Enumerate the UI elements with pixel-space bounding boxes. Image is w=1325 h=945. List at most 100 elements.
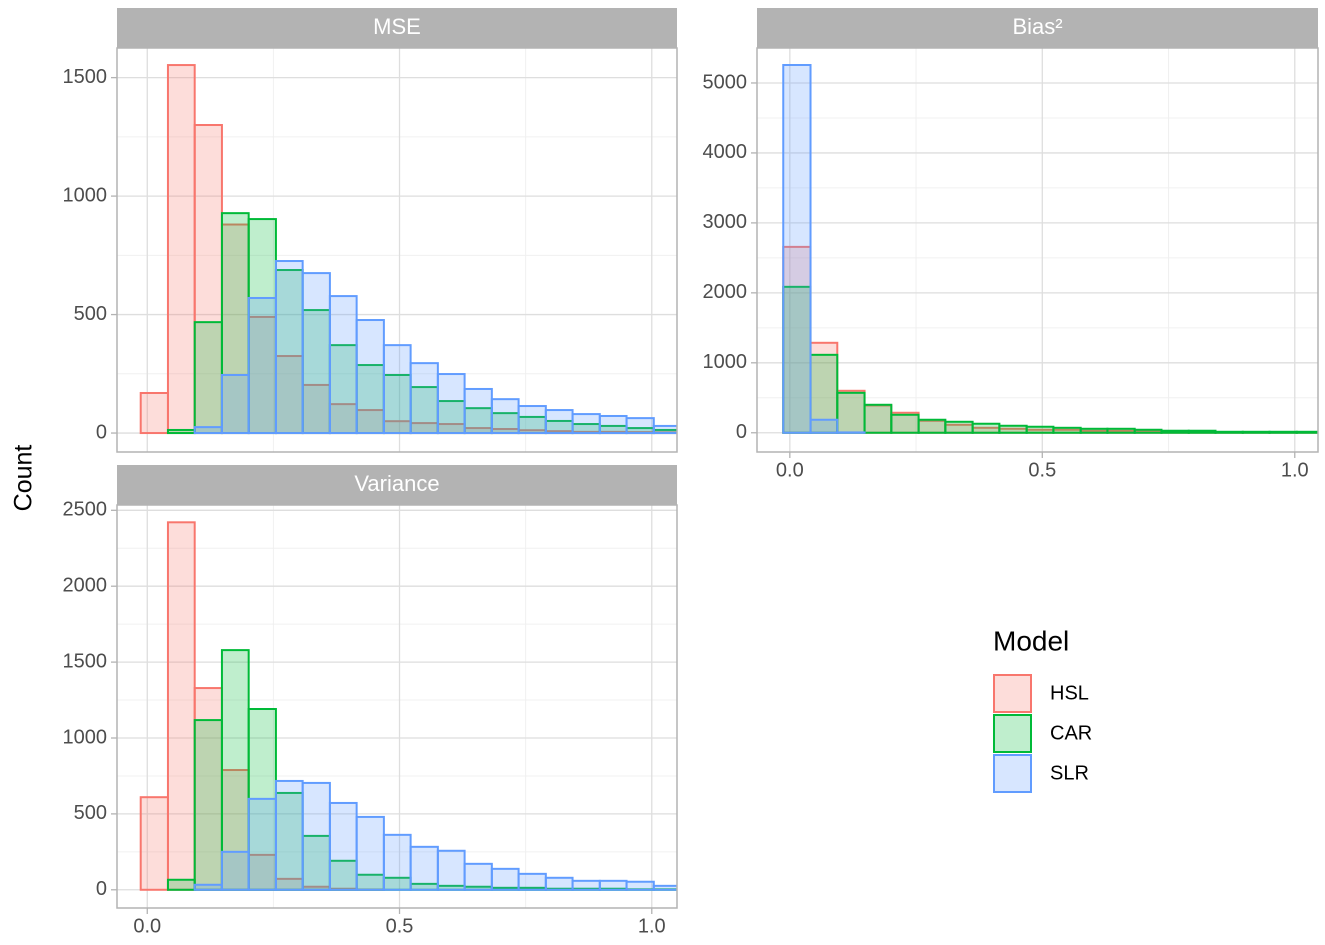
bar	[1295, 430, 1318, 434]
legend-key	[993, 714, 1032, 753]
bar	[971, 422, 1001, 434]
bar	[463, 862, 493, 891]
y-tick-label: 2000	[703, 281, 748, 303]
x-tick-label: 1.0	[638, 915, 666, 937]
bar	[571, 879, 601, 891]
bar	[490, 867, 520, 891]
x-tick-label: 0.5	[386, 915, 414, 937]
y-tick-label: 3000	[703, 211, 748, 233]
bar	[571, 413, 601, 435]
bar	[139, 391, 169, 435]
bar	[863, 404, 893, 434]
bar	[809, 418, 839, 434]
bar	[166, 878, 196, 891]
bar	[382, 373, 412, 435]
bar	[598, 414, 628, 435]
strip	[117, 465, 677, 505]
bar	[809, 341, 839, 434]
bar	[355, 319, 385, 435]
y-tick-label: 500	[74, 303, 107, 325]
x-tick-label: 0.5	[1028, 459, 1056, 481]
bar	[301, 781, 331, 891]
bar	[782, 63, 812, 434]
panel-background	[117, 48, 677, 452]
y-tick-label: 0	[96, 421, 107, 443]
y-tick-label: 1500	[63, 66, 108, 88]
y-tick-label: 500	[74, 802, 107, 824]
x-tick-label: 0.0	[776, 459, 804, 481]
x-tick-label: 0.0	[133, 915, 161, 937]
bar	[436, 373, 466, 435]
legend-label: SLR	[1050, 762, 1089, 784]
bar	[463, 387, 493, 435]
bar	[917, 418, 947, 434]
y-tick-label: 0	[96, 878, 107, 900]
bar	[998, 424, 1028, 434]
y-tick-label: 2500	[63, 499, 108, 521]
bars	[139, 521, 677, 891]
bar	[247, 797, 277, 891]
legend-title: Model	[993, 625, 1069, 656]
bar	[1214, 430, 1244, 434]
bar	[944, 420, 974, 434]
y-tick-label: 2000	[63, 574, 108, 596]
bar	[220, 223, 250, 435]
bar	[220, 373, 250, 435]
bar	[1160, 429, 1190, 434]
bar	[863, 403, 893, 434]
bar	[139, 796, 169, 891]
legend-label: CAR	[1050, 722, 1092, 744]
bar	[1187, 429, 1217, 434]
panel-background	[117, 505, 677, 908]
bar	[836, 391, 866, 434]
bar	[355, 815, 385, 891]
y-tick-label: 4000	[703, 141, 748, 163]
strip-title: Bias²	[1012, 14, 1062, 39]
bar	[652, 424, 677, 435]
bar	[274, 779, 304, 891]
bar	[517, 872, 547, 891]
strip	[757, 8, 1318, 48]
bar	[1025, 425, 1055, 434]
bar	[166, 521, 196, 891]
bar	[247, 296, 277, 435]
bar	[382, 833, 412, 891]
bar	[382, 344, 412, 435]
bar	[220, 850, 250, 891]
bar	[193, 687, 223, 891]
panel-background	[757, 48, 1318, 452]
bar	[1079, 427, 1109, 434]
bar	[166, 428, 196, 435]
y-tick-label: 0	[736, 421, 747, 443]
bar	[890, 413, 920, 434]
bar	[544, 876, 574, 891]
bar	[1052, 426, 1082, 434]
y-tick-label: 1000	[63, 184, 108, 206]
x-tick-label: 1.0	[1281, 459, 1309, 481]
bar	[1133, 428, 1163, 434]
legend-key	[993, 754, 1032, 793]
bar	[193, 426, 223, 435]
bar	[166, 64, 196, 435]
y-tick-label: 1000	[63, 726, 108, 748]
bar	[625, 880, 655, 891]
bar	[220, 212, 250, 435]
bar	[544, 409, 574, 435]
bar	[1268, 430, 1298, 434]
bar	[652, 884, 677, 891]
bar	[436, 849, 466, 891]
bar	[193, 883, 223, 891]
bar	[193, 321, 223, 435]
bars	[782, 63, 1318, 434]
legend-key	[993, 674, 1032, 713]
bar	[1241, 430, 1271, 434]
y-tick-label: 5000	[703, 71, 748, 93]
bar	[490, 398, 520, 435]
bar	[625, 417, 655, 435]
bar	[274, 260, 304, 435]
y-tick-label: 1000	[703, 351, 748, 373]
bar	[274, 791, 304, 891]
y-axis-label: Count	[10, 445, 38, 512]
bars	[139, 64, 677, 435]
bar	[328, 295, 358, 435]
